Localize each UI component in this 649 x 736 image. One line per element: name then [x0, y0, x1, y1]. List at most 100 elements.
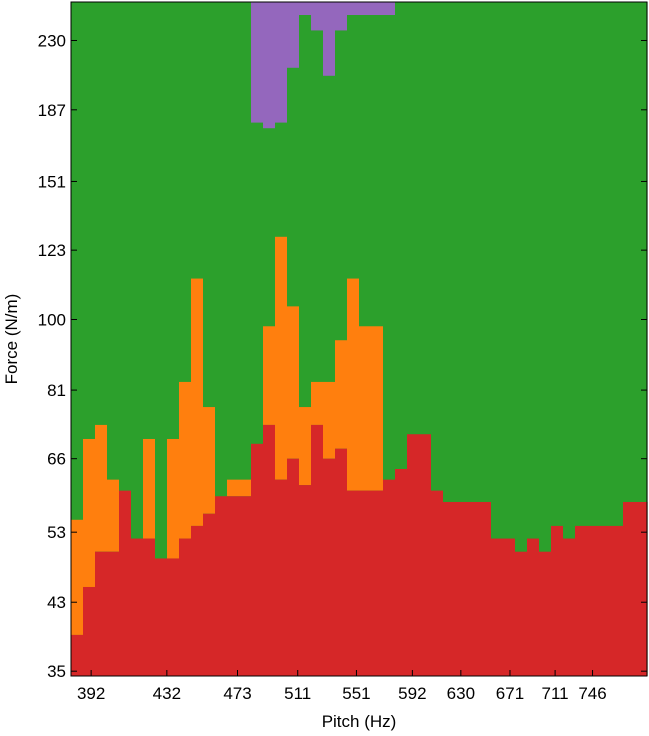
heatmap-cell-red — [359, 490, 372, 676]
heatmap-cell-orange — [203, 407, 216, 514]
heatmap-cell-red — [275, 479, 288, 676]
x-tick-label: 473 — [223, 684, 251, 703]
heatmap-cell-red — [155, 558, 168, 676]
heatmap-cell-green — [575, 2, 588, 676]
heatmap-cell-orange — [227, 479, 240, 497]
heatmap-cell-red — [335, 448, 348, 676]
heatmap-cell-red — [431, 490, 444, 676]
heatmap-cell-red — [311, 424, 324, 676]
heatmap-cell-purple — [371, 2, 384, 15]
y-tick-label: 53 — [47, 523, 66, 542]
heatmap-cells — [71, 2, 648, 676]
heatmap-cell-purple — [323, 2, 336, 76]
heatmap-cell-purple — [299, 2, 312, 15]
heatmap-cell-purple — [275, 2, 288, 123]
heatmap-cell-red — [467, 501, 480, 676]
heatmap-cell-green — [515, 2, 528, 676]
heatmap-cell-purple — [287, 2, 300, 68]
heatmap-cell-green — [503, 2, 516, 676]
heatmap-cell-green — [587, 2, 600, 676]
heatmap-cell-red — [623, 501, 636, 676]
x-tick-label: 592 — [398, 684, 426, 703]
heatmap-cell-orange — [71, 519, 84, 635]
heatmap-cell-red — [575, 525, 588, 676]
heatmap-cell-green — [551, 2, 564, 676]
heatmap-cell-red — [239, 496, 252, 676]
heatmap-cell-orange — [143, 438, 156, 539]
y-tick-label: 151 — [38, 172, 66, 191]
heatmap-cell-purple — [335, 2, 348, 31]
heatmap-cell-purple — [347, 2, 360, 15]
heatmap-cell-red — [227, 496, 240, 676]
x-tick-label: 630 — [447, 684, 475, 703]
heatmap-cell-red — [107, 551, 120, 676]
heatmap-cell-red — [551, 525, 564, 676]
heatmap-cell-orange — [107, 479, 120, 552]
heatmap-cell-red — [191, 525, 204, 676]
heatmap-cell-red — [479, 501, 492, 676]
heatmap-cell-green — [491, 2, 504, 676]
heatmap-cell-orange — [239, 479, 252, 497]
heatmap-cell-red — [563, 538, 576, 676]
x-tick-label: 551 — [342, 684, 370, 703]
heatmap-cell-red — [611, 525, 624, 676]
x-axis-ticks: 392 432 473 511 551 592 630 671 711 746 — [77, 670, 607, 703]
plot-frame — [70, 1, 648, 677]
heatmap-cell-orange — [359, 326, 372, 491]
heatmap-cell-orange — [191, 278, 204, 526]
heatmap-cell-orange — [371, 326, 384, 491]
heatmap-cell-red — [215, 496, 228, 676]
y-axis-title: Force (N/m) — [2, 294, 21, 385]
y-tick-label: 43 — [47, 593, 66, 612]
heatmap-cell-red — [83, 586, 96, 676]
heatmap-cell-green — [563, 2, 576, 676]
heatmap-cell-orange — [167, 438, 180, 559]
heatmap-cell-orange — [263, 326, 276, 425]
heatmap-cell-orange — [287, 306, 300, 459]
y-tick-label: 35 — [47, 662, 66, 681]
heatmap-cell-red — [443, 501, 456, 676]
heatmap-cell-green — [131, 2, 144, 676]
heatmap-cell-red — [287, 458, 300, 676]
y-tick-label: 230 — [38, 31, 66, 50]
heatmap-cell-orange — [299, 407, 312, 486]
heatmap-cell-orange — [179, 381, 192, 539]
heatmap-cell-red — [395, 469, 408, 676]
heatmap-cell-green — [599, 2, 612, 676]
heatmap-cell-red — [263, 424, 276, 676]
heatmap-cell-red — [299, 485, 312, 676]
y-tick-label: 187 — [38, 101, 66, 120]
heatmap-cell-red — [371, 490, 384, 676]
y-tick-label: 66 — [47, 450, 66, 469]
heatmap-cell-green — [539, 2, 552, 676]
heatmap-cell-red — [515, 551, 528, 676]
heatmap-cell-red — [119, 490, 132, 676]
x-tick-label: 711 — [542, 684, 569, 703]
heatmap-cell-red — [599, 525, 612, 676]
heatmap-cell-green — [155, 2, 168, 676]
heatmap-cell-red — [347, 490, 360, 676]
heatmap-cell-red — [131, 538, 144, 676]
heatmap-cell-red — [527, 538, 540, 676]
heatmap-cell-red — [635, 501, 648, 676]
heatmap-cell-red — [419, 434, 432, 676]
heatmap-cell-red — [503, 538, 516, 676]
heatmap-cell-red — [491, 538, 504, 676]
heatmap-cell-orange — [83, 438, 96, 587]
heatmap-cell-red — [167, 558, 180, 676]
y-tick-label: 100 — [38, 311, 66, 330]
heatmap-cell-green — [527, 2, 540, 676]
heatmap-cell-red — [323, 458, 336, 676]
x-tick-label: 671 — [496, 684, 524, 703]
x-tick-label: 511 — [284, 684, 311, 703]
heatmap-cell-orange — [347, 278, 360, 491]
x-tick-label: 746 — [578, 684, 606, 703]
heatmap-cell-orange — [95, 424, 108, 552]
heatmap-cell-purple — [359, 2, 372, 15]
heatmap-cell-orange — [335, 340, 348, 449]
x-tick-label: 392 — [77, 684, 105, 703]
y-tick-label: 123 — [38, 241, 66, 260]
heatmap-cell-red — [539, 551, 552, 676]
heatmap-cell-red — [383, 479, 396, 676]
